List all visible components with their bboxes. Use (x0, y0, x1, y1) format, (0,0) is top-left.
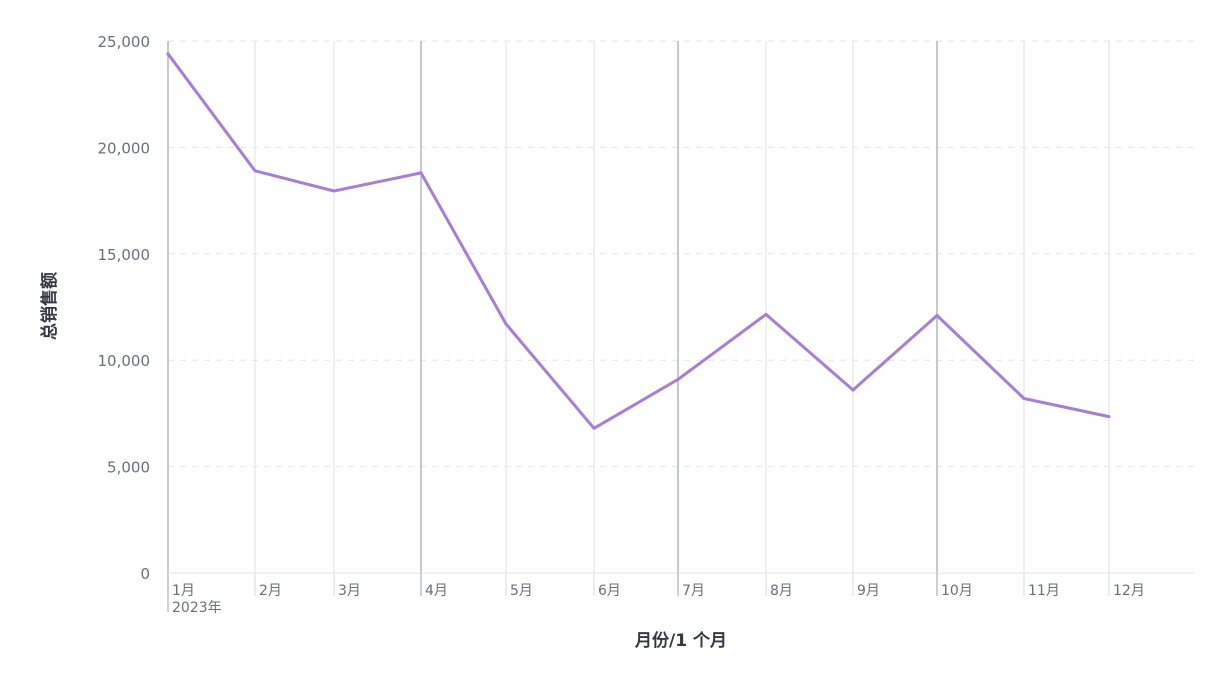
x-tick-label: 4月 (425, 583, 448, 599)
axis-layer: 0 5,000 10,000 15,000 20,000 25,000 1月 2月 3月 4月 5月… (98, 33, 1195, 616)
x-tick-label: 5月 (510, 583, 533, 599)
x-year-label: 2023年 (172, 600, 222, 616)
y-tick-label: 0 (140, 565, 150, 583)
data-point (253, 169, 257, 173)
x-tick-label: 7月 (682, 583, 705, 599)
x-tick-label: 9月 (857, 583, 880, 599)
data-point (851, 388, 855, 392)
y-tick-label: 10,000 (98, 352, 151, 370)
data-point (332, 189, 336, 193)
x-tick-label: 2月 (259, 583, 282, 599)
y-axis-title: 总销售额 (39, 272, 60, 340)
data-point (1022, 397, 1026, 401)
data-point (419, 171, 423, 175)
x-tick-label: 11月 (1028, 583, 1060, 599)
x-axis-title: 月份/1 个月 (634, 630, 727, 651)
series-line (166, 52, 1111, 430)
x-tick-label: 12月 (1113, 583, 1145, 599)
y-tick-label: 25,000 (98, 33, 151, 51)
y-tick-label: 20,000 (98, 139, 151, 157)
data-point (764, 312, 768, 316)
data-point (676, 377, 680, 381)
y-tick-label: 15,000 (98, 246, 151, 264)
x-tick-label: 8月 (770, 583, 793, 599)
data-point (592, 426, 596, 430)
series-layer (166, 52, 1111, 430)
x-tick-label: 10月 (941, 583, 973, 599)
x-tick-label: 6月 (598, 583, 621, 599)
data-point (166, 52, 170, 56)
data-point (504, 322, 508, 326)
y-tick-label: 5,000 (107, 459, 150, 477)
x-tick-label: 1月 (172, 583, 195, 599)
x-tick-label: 3月 (338, 583, 361, 599)
grid-layer (167, 40, 1195, 573)
data-point (1107, 415, 1111, 419)
data-point (935, 314, 939, 318)
